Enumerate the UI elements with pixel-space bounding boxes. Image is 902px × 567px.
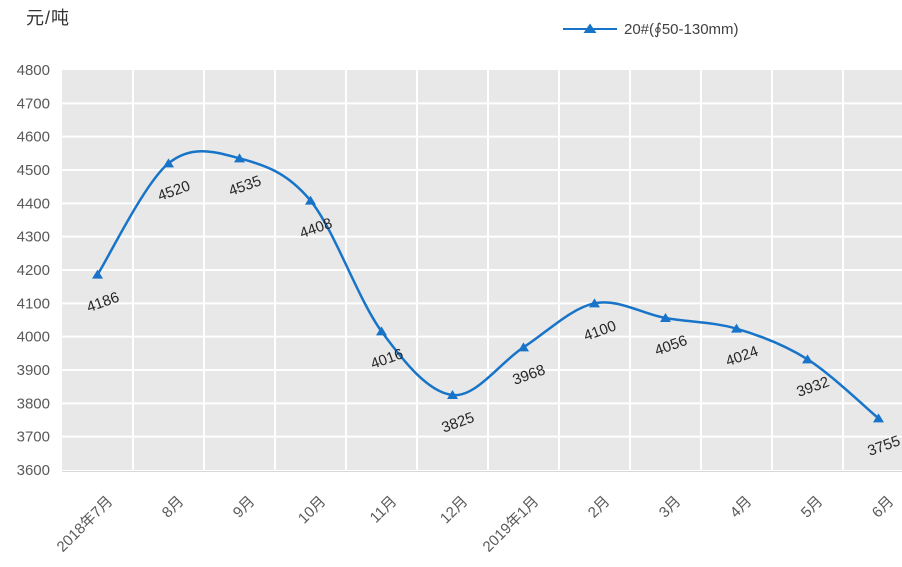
legend-line-marker-icon <box>563 23 617 33</box>
y-tick-label: 4400 <box>17 195 50 212</box>
y-tick-label: 3700 <box>17 429 50 446</box>
y-tick-label: 4600 <box>17 129 50 146</box>
data-point-marker <box>234 153 245 163</box>
y-tick-label: 4500 <box>17 162 50 179</box>
x-tick-label: 3月 <box>656 493 685 522</box>
x-tick-label: 11月 <box>367 493 401 527</box>
data-point-marker <box>92 269 103 279</box>
data-point-marker <box>376 326 387 336</box>
data-point-marker <box>589 298 600 308</box>
data-point-marker <box>447 390 458 399</box>
x-tick-label: 2月 <box>585 493 614 522</box>
x-tick-label: 8月 <box>159 493 188 522</box>
legend-series-label: 20#(∮50-130mm) <box>624 21 739 38</box>
y-tick-label: 4000 <box>17 329 50 346</box>
y-tick-label: 3900 <box>17 362 50 379</box>
x-tick-label: 9月 <box>230 493 259 522</box>
y-tick-label: 4800 <box>17 62 50 79</box>
data-point-marker <box>305 195 316 205</box>
data-point-marker <box>660 313 671 322</box>
x-tick-label: 2018年7月 <box>54 493 117 556</box>
x-tick-label: 6月 <box>869 493 898 522</box>
y-tick-label: 4300 <box>17 229 50 246</box>
x-tick-label: 4月 <box>727 493 756 522</box>
x-tick-label: 12月 <box>437 493 471 527</box>
data-point-marker <box>802 354 813 364</box>
legend-triangle-marker <box>583 23 597 33</box>
data-point-marker <box>873 413 884 423</box>
y-tick-label: 4200 <box>17 262 50 279</box>
x-tick-label: 2019年1月 <box>480 493 543 556</box>
y-tick-label: 3600 <box>17 462 50 479</box>
x-tick-label: 5月 <box>798 493 827 522</box>
data-point-marker <box>163 158 174 168</box>
y-tick-label: 4700 <box>17 95 50 112</box>
y-axis-unit-label: 元/吨 <box>26 8 71 28</box>
y-tick-label: 4100 <box>17 295 50 312</box>
data-point-marker <box>731 323 742 333</box>
y-tick-label: 3800 <box>17 395 50 412</box>
data-point-marker <box>518 342 529 352</box>
x-tick-label: 10月 <box>295 493 329 527</box>
legend: 20#(∮50-130mm) <box>563 20 739 38</box>
